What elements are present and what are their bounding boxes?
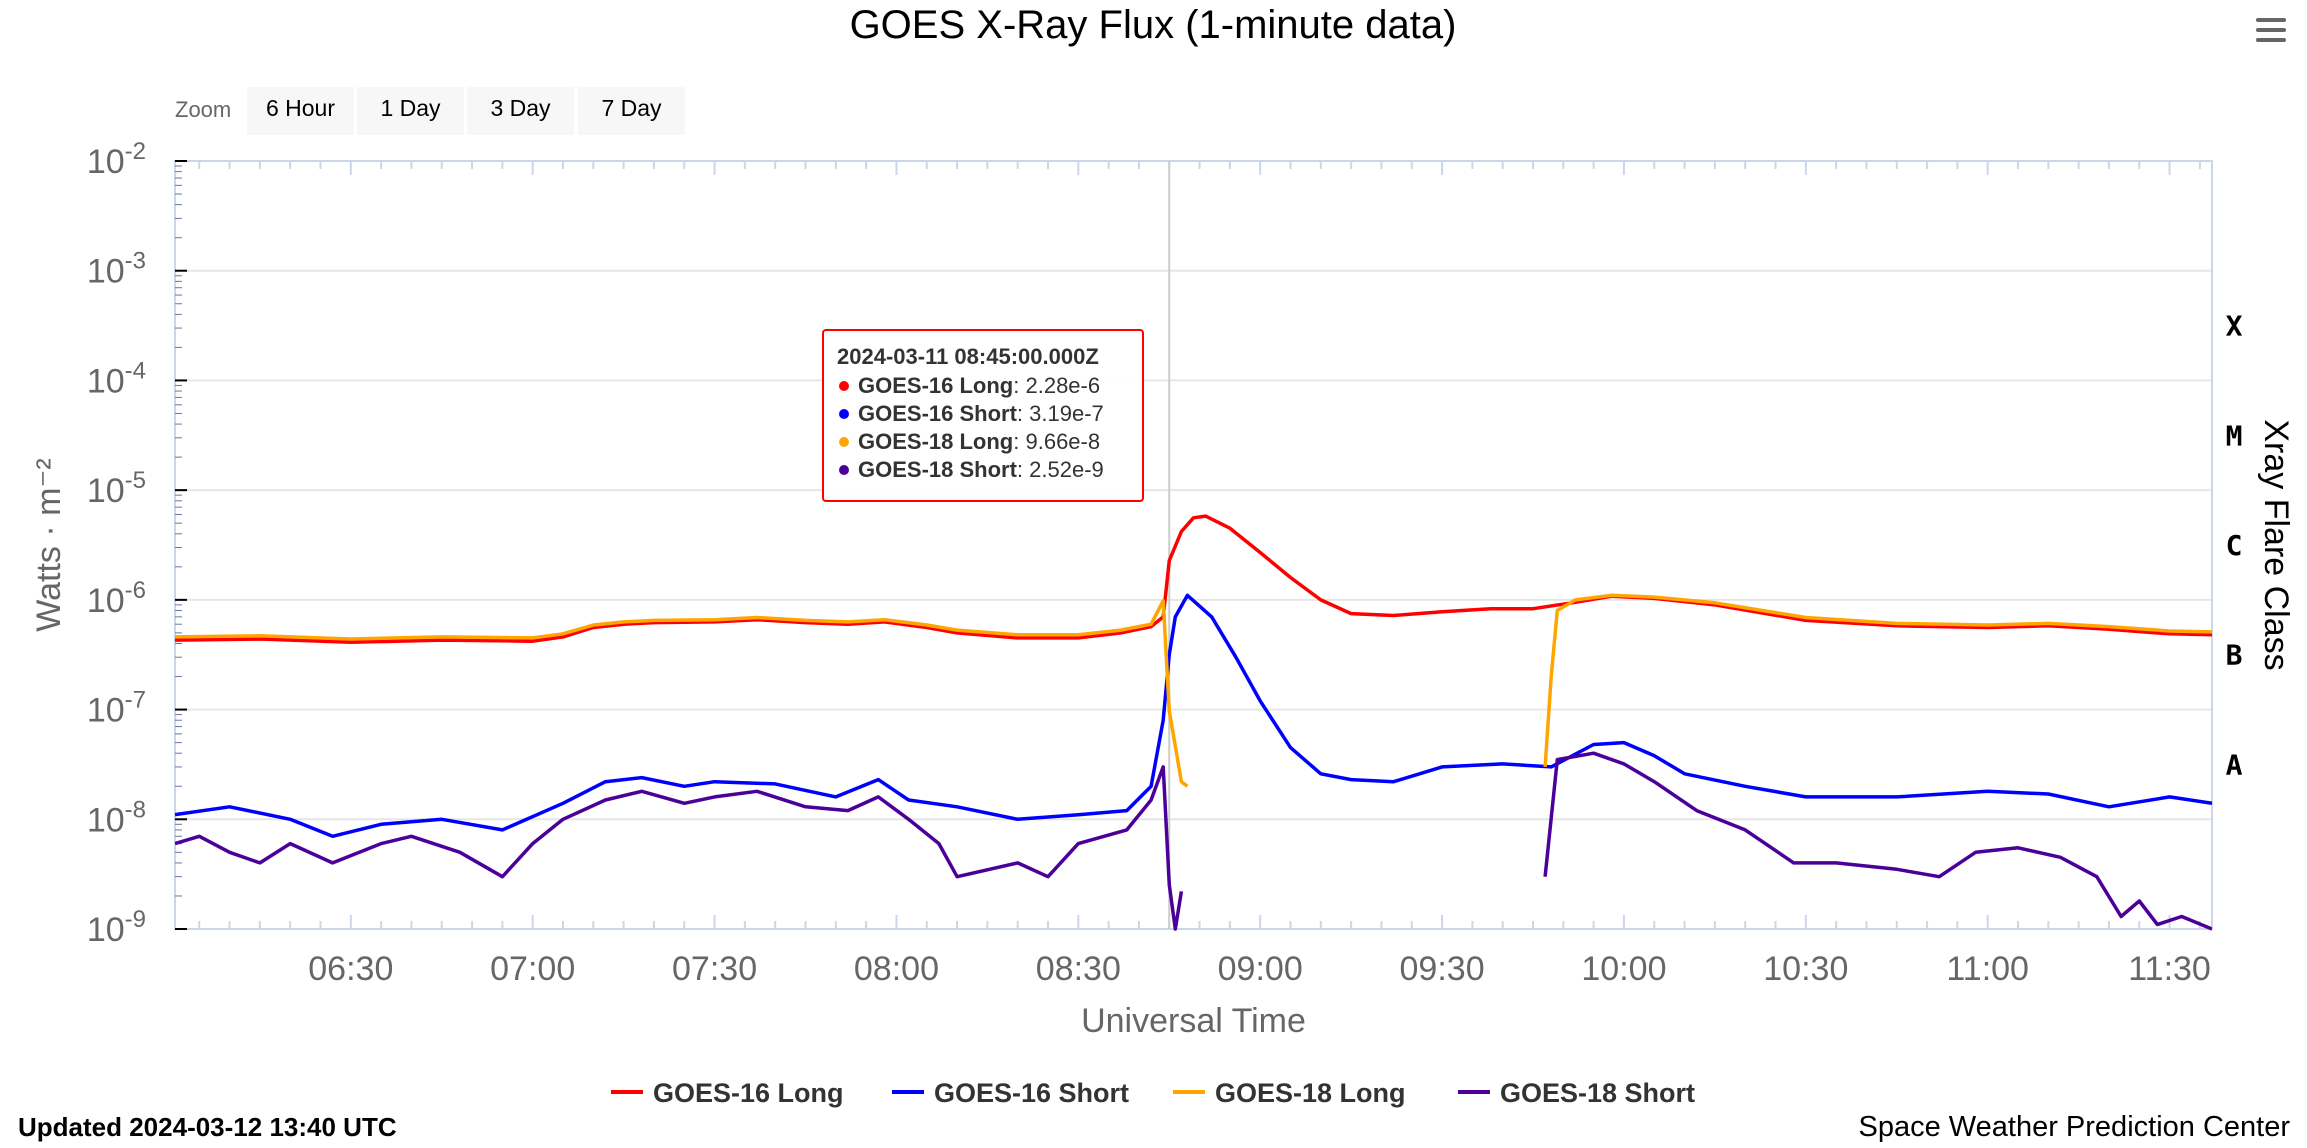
tooltip-row: GOES-18 Long: 9.66e-8 [858, 429, 1100, 454]
hamburger-menu-icon[interactable] [2255, 16, 2287, 46]
updated-timestamp: Updated 2024-03-12 13:40 UTC [18, 1112, 397, 1142]
zoom-button-bg [247, 87, 354, 135]
zoom-button-label: 1 Day [380, 95, 441, 121]
legend-item-goes-16-short[interactable]: GOES-16 Short [892, 1078, 1129, 1108]
legend-label: GOES-16 Short [934, 1078, 1129, 1108]
x-tick-label: 11:00 [1946, 950, 2029, 988]
y-tick-label: 10-7 [87, 687, 146, 730]
legend-item-goes-18-long[interactable]: GOES-18 Long [1173, 1078, 1406, 1108]
credit-label: Space Weather Prediction Center [1859, 1111, 2291, 1143]
x-tick-label: 08:00 [854, 950, 939, 988]
x-tick-label: 10:30 [1763, 950, 1848, 988]
y-tick-label: 10-4 [87, 357, 146, 400]
series-line-goes-16-short [175, 593, 2212, 839]
series-line-goes-18-short [175, 751, 2212, 931]
y-tick-label: 10-5 [87, 467, 146, 510]
x-tick-label: 07:30 [672, 950, 757, 988]
tooltip-row: GOES-18 Short: 2.52e-9 [858, 457, 1104, 482]
zoom-button-label: 7 Day [601, 95, 662, 121]
y-tick-label: 10-8 [87, 796, 146, 839]
tooltip-row: GOES-16 Long: 2.28e-6 [858, 373, 1100, 398]
series-line-goes-16-long [175, 514, 2212, 645]
y-axis-title: Watts · m⁻² [30, 458, 68, 631]
zoom-button-3-day[interactable]: 3 Day [467, 87, 574, 135]
legend-label: GOES-16 Long [653, 1078, 844, 1108]
plot-area: 10-2 10-3 10-4 10-5 10-6 10-7 10-8 10-9 06:30 07:… [30, 138, 2295, 1040]
x-tick-label: 09:00 [1218, 950, 1303, 988]
y2-axis-title: Xray Flare Class [2257, 419, 2295, 670]
tooltip-header: 2024-03-11 08:45:00.000Z [837, 344, 1099, 369]
series-line-goes-18-long [175, 593, 2212, 788]
data-tooltip: 2024-03-11 08:45:00.000Z GOES-16 Long: 2.… [822, 329, 1144, 502]
tooltip-box [822, 329, 1144, 502]
tooltip-row: GOES-16 Short: 3.19e-7 [858, 401, 1104, 426]
flare-class-label: X [2226, 310, 2243, 343]
x-tick-label: 11:30 [2128, 950, 2211, 988]
flare-class-label: A [2226, 748, 2243, 781]
chart-legend: GOES-16 Long GOES-16 Short GOES-18 Long GOE… [611, 1078, 1695, 1108]
y-tick-label: 10-2 [87, 138, 146, 181]
tooltip-series-marker [839, 381, 849, 391]
plot-border [174, 160, 2213, 930]
x-tick-label: 10:00 [1581, 950, 1666, 988]
x-tick-label: 09:30 [1400, 950, 1485, 988]
zoom-button-label: 3 Day [490, 95, 551, 121]
y-tick-label: 10-6 [87, 577, 146, 620]
y-tick-label: 10-9 [87, 906, 146, 949]
x-axis-title: Universal Time [1081, 1002, 1306, 1040]
zoom-selector: Zoom 6 Hour 1 Day 3 Day 7 Day [175, 87, 685, 135]
legend-item-goes-16-long[interactable]: GOES-16 Long [611, 1078, 844, 1108]
zoom-button-bg [467, 87, 574, 135]
x-tick-label: 06:30 [308, 950, 393, 988]
zoom-button-bg [357, 87, 464, 135]
x-tick-label: 08:30 [1036, 950, 1121, 988]
zoom-button-1-day[interactable]: 1 Day [357, 87, 464, 135]
legend-label: GOES-18 Short [1500, 1078, 1695, 1108]
zoom-button-bg [578, 87, 685, 135]
tooltip-series-marker [839, 437, 849, 447]
flare-class-label: B [2226, 639, 2243, 672]
zoom-button-6-hour[interactable]: 6 Hour [247, 87, 354, 135]
zoom-label: Zoom [175, 97, 231, 122]
tooltip-series-marker [839, 465, 849, 475]
legend-label: GOES-18 Long [1215, 1078, 1406, 1108]
zoom-button-7-day[interactable]: 7 Day [578, 87, 685, 135]
flare-class-label: M [2226, 419, 2243, 452]
x-tick-label: 07:00 [490, 950, 575, 988]
tooltip-series-marker [839, 409, 849, 419]
legend-item-goes-18-short[interactable]: GOES-18 Short [1458, 1078, 1695, 1108]
y-tick-label: 10-3 [87, 248, 146, 291]
zoom-button-label: 6 Hour [266, 95, 335, 121]
flare-class-label: C [2226, 529, 2243, 562]
chart-title: GOES X-Ray Flux (1-minute data) [850, 3, 1457, 47]
